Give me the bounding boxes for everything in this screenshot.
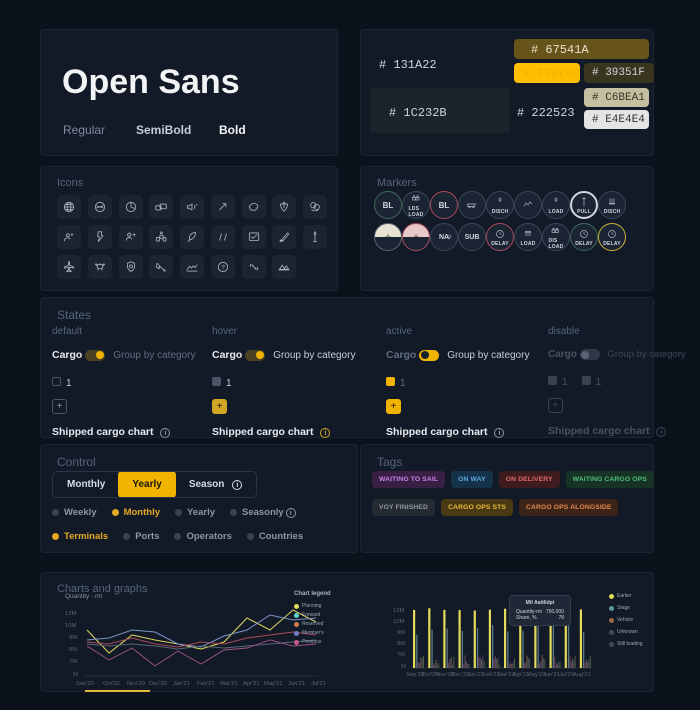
svg-text:Nov'20: Nov'20 [127, 681, 145, 687]
svg-text:May'21: May'21 [264, 681, 283, 687]
svg-text:Feb'21: Feb'21 [197, 681, 215, 687]
svg-text:7M: 7M [69, 659, 77, 665]
svg-text:Oct'20: Oct'20 [103, 681, 120, 687]
svg-text:?: ? [221, 264, 225, 271]
svg-text:Dec'20: Dec'20 [149, 681, 167, 687]
svg-text:9M: 9M [69, 635, 77, 641]
svg-text:M: M [401, 664, 406, 670]
svg-text:Jul'21: Jul'21 [311, 681, 326, 687]
svg-text:M: M [73, 672, 78, 678]
svg-text:12M: 12M [65, 611, 76, 617]
svg-text:9M: 9M [397, 630, 405, 636]
svg-text:8M: 8M [397, 641, 405, 647]
svg-text:Sep'20: Sep'20 [76, 681, 94, 687]
svg-text:Aug'21: Aug'21 [573, 672, 591, 678]
svg-text:Mar'21: Mar'21 [220, 681, 238, 687]
svg-text:12M: 12M [393, 608, 404, 614]
svg-text:Apr'21: Apr'21 [243, 681, 260, 687]
svg-text:Jun'21: Jun'21 [543, 672, 560, 678]
svg-text:8M: 8M [69, 647, 77, 653]
svg-text:Jun'21: Jun'21 [288, 681, 305, 687]
svg-text:10M: 10M [65, 623, 76, 629]
svg-text:Jan'21: Jan'21 [173, 681, 190, 687]
svg-text:10M: 10M [393, 619, 404, 625]
svg-text:7M: 7M [397, 652, 405, 658]
